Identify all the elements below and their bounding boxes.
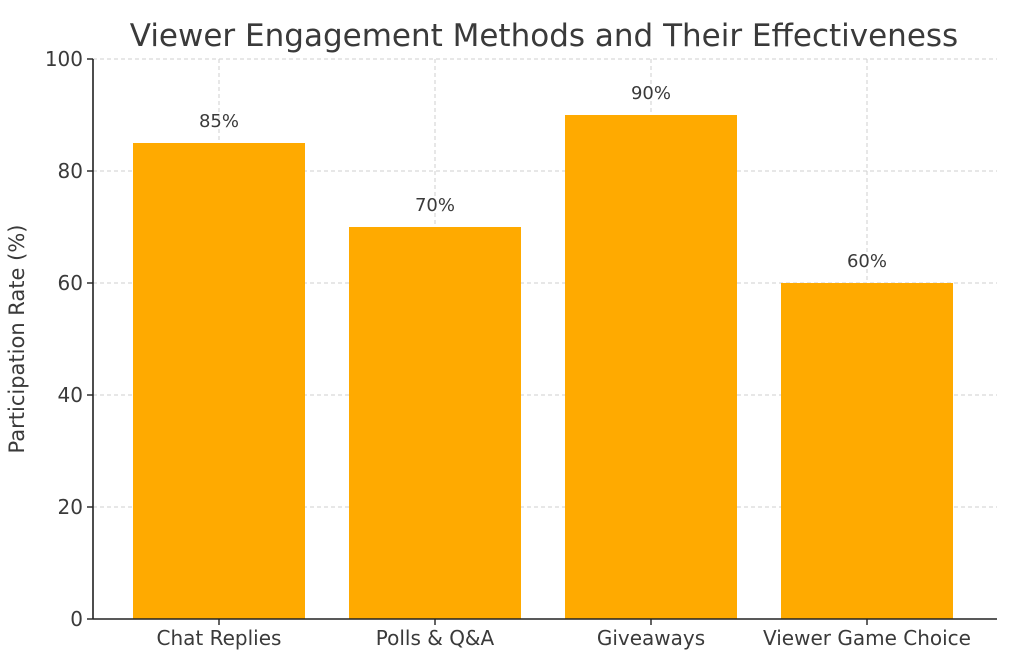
x-tick-label-1: Polls & Q&A — [376, 626, 495, 650]
bars-group — [133, 115, 953, 619]
data-label-0: 85% — [199, 111, 239, 132]
data-label-1: 70% — [415, 195, 455, 216]
bar-2 — [565, 115, 737, 619]
data-label-2: 90% — [631, 83, 671, 104]
y-tick-label-5: 100 — [45, 47, 83, 71]
chart-title: Viewer Engagement Methods and Their Effe… — [130, 18, 958, 54]
y-tick-label-1: 20 — [58, 495, 83, 519]
bar-0 — [133, 143, 305, 619]
x-tick-label-0: Chat Replies — [157, 626, 282, 650]
y-tick-label-3: 60 — [58, 271, 83, 295]
x-tick-label-3: Viewer Game Choice — [763, 626, 971, 650]
y-tick-label-2: 40 — [58, 383, 83, 407]
x-tick-label-2: Giveaways — [597, 626, 705, 650]
axes-group — [87, 58, 997, 625]
bar-1 — [349, 227, 521, 619]
data-label-3: 60% — [847, 251, 887, 272]
labels-group: 0 20 40 60 80 100 Chat Replies Polls & Q&A Givea… — [45, 47, 971, 650]
y-tick-label-0: 0 — [70, 607, 83, 631]
bar-3 — [781, 283, 953, 619]
y-axis-label: Participation Rate (%) — [5, 225, 29, 454]
y-tick-label-4: 80 — [58, 159, 83, 183]
